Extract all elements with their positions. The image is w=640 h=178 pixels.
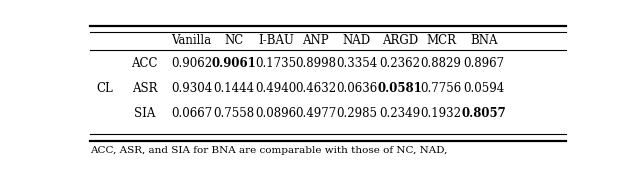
Text: I-BAU: I-BAU [258,34,294,47]
Text: 0.9062: 0.9062 [171,57,212,70]
Text: 0.2985: 0.2985 [336,107,377,120]
Text: 0.0636: 0.0636 [336,82,378,95]
Text: 0.8998: 0.8998 [295,57,336,70]
Text: 0.1444: 0.1444 [213,82,254,95]
Text: 0.0667: 0.0667 [171,107,212,120]
Text: 0.8057: 0.8057 [462,107,507,120]
Text: 0.4940: 0.4940 [255,82,296,95]
Text: 0.0594: 0.0594 [463,82,505,95]
Text: 0.9304: 0.9304 [171,82,212,95]
Text: BNA: BNA [470,34,498,47]
Text: 0.9061: 0.9061 [211,57,256,70]
Text: 0.3354: 0.3354 [336,57,378,70]
Text: CL: CL [97,82,113,95]
Text: MCR: MCR [426,34,456,47]
Text: NAD: NAD [342,34,371,47]
Text: ARGD: ARGD [382,34,418,47]
Text: 0.1932: 0.1932 [420,107,461,120]
Text: 0.0896: 0.0896 [255,107,296,120]
Text: 0.2362: 0.2362 [380,57,420,70]
Text: Vanilla: Vanilla [172,34,212,47]
Text: 0.1735: 0.1735 [255,57,296,70]
Text: 0.8829: 0.8829 [420,57,461,70]
Text: 0.4632: 0.4632 [295,82,336,95]
Text: NC: NC [224,34,243,47]
Text: 0.7558: 0.7558 [213,107,254,120]
Text: ANP: ANP [302,34,329,47]
Text: SIA: SIA [134,107,155,120]
Text: ACC: ACC [131,57,157,70]
Text: 0.8967: 0.8967 [463,57,505,70]
Text: 0.2349: 0.2349 [380,107,420,120]
Text: 0.7756: 0.7756 [420,82,461,95]
Text: 0.0581: 0.0581 [378,82,422,95]
Text: 0.4977: 0.4977 [295,107,336,120]
Text: ACC, ASR, and SIA for BNA are comparable with those of NC, NAD,: ACC, ASR, and SIA for BNA are comparable… [90,146,447,155]
Text: ASR: ASR [132,82,157,95]
